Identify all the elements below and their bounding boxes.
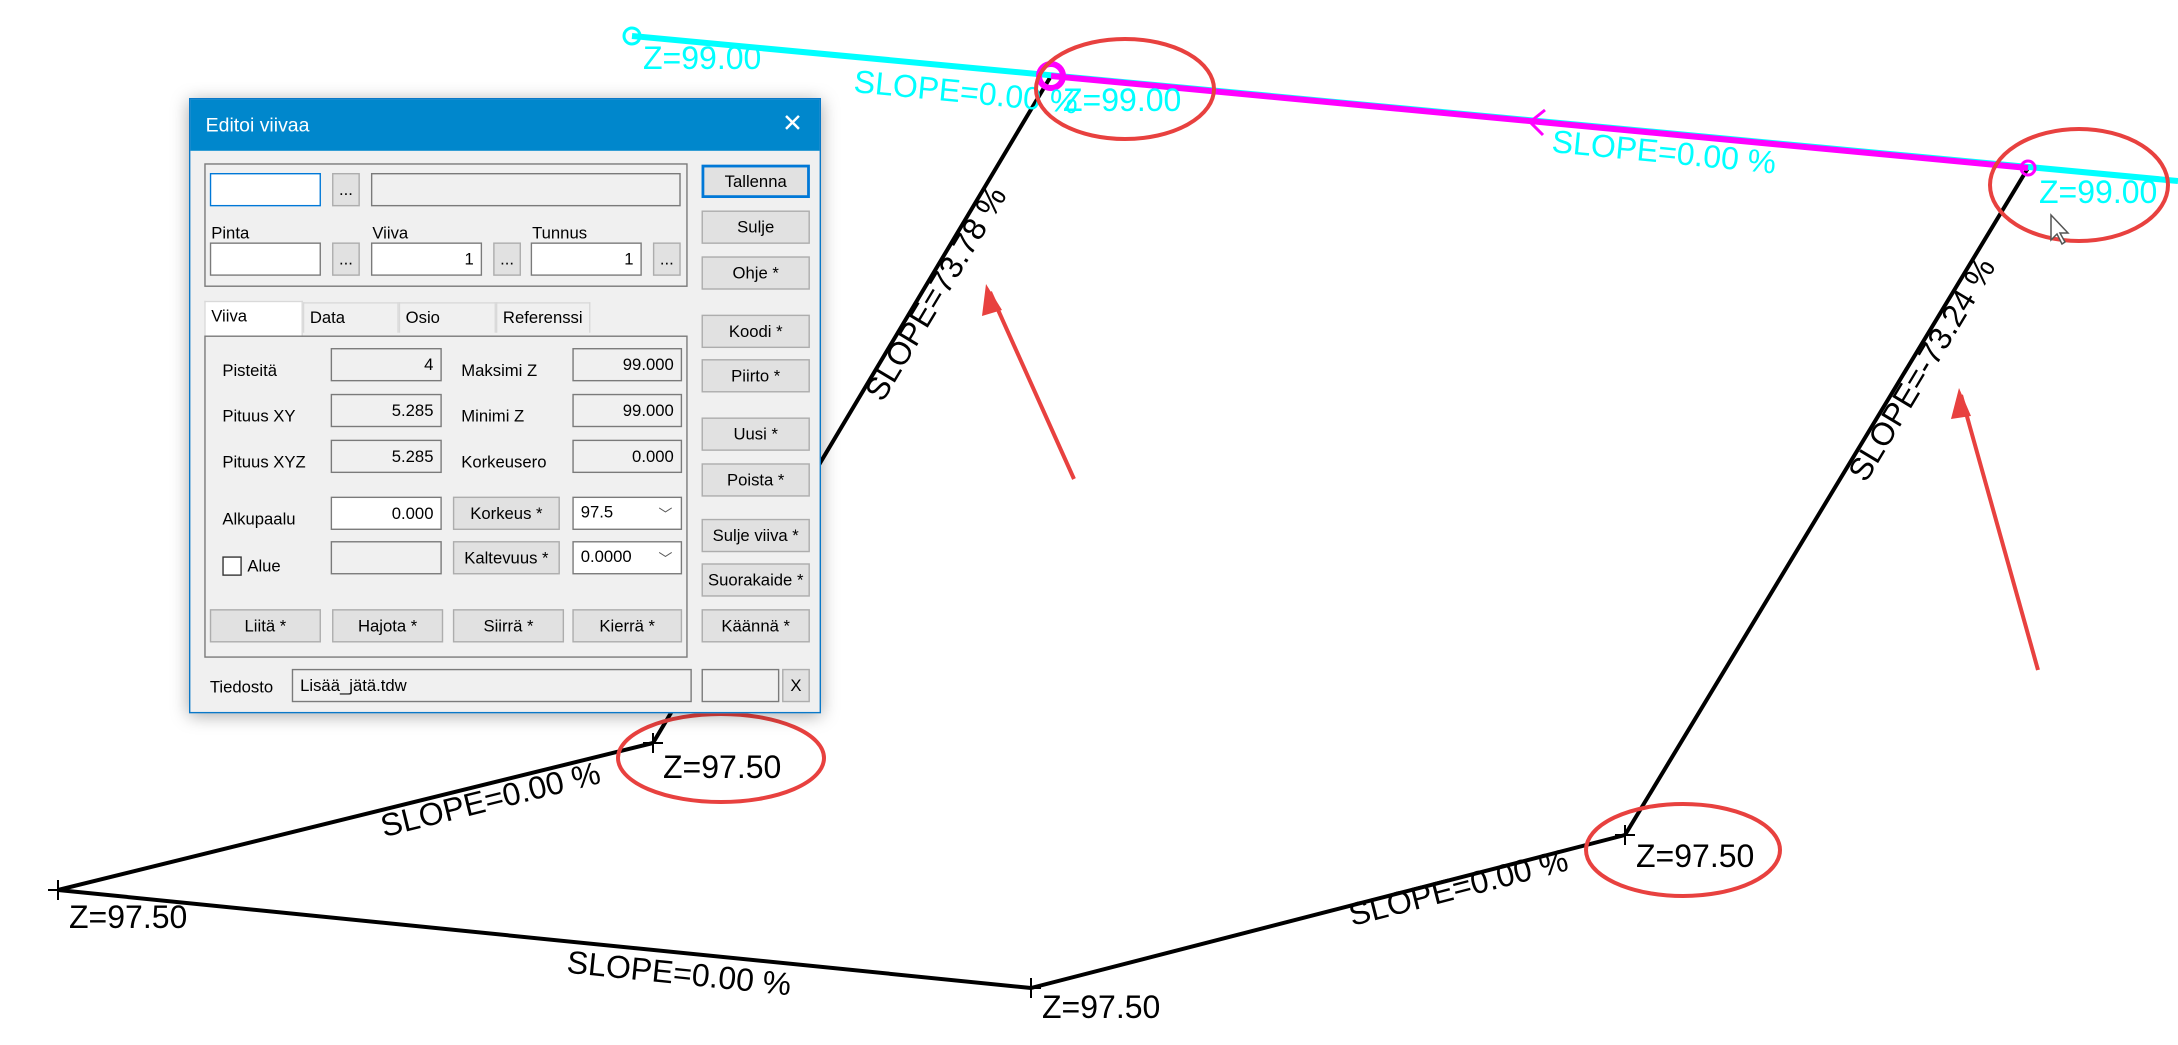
uusi-button[interactable]: Uusi * [701, 417, 810, 451]
code-input[interactable] [209, 173, 321, 207]
line-right-riser[interactable] [1623, 166, 2030, 837]
maksimi-z-label: Maksimi Z [461, 360, 538, 380]
minimi-z-label: Minimi Z [461, 406, 525, 426]
arrowhead-icon [1951, 388, 1971, 419]
pituus-xyz-value: 5.285 [330, 439, 442, 474]
korkeus-value: 97.5 [580, 502, 614, 522]
mouse-cursor-icon [2050, 213, 2070, 246]
chevron-down-icon: ﹀ [658, 507, 673, 524]
viiva-label: Viiva [372, 223, 409, 243]
selected-magenta-line[interactable] [1050, 73, 2029, 171]
alue-label: Alue [247, 556, 281, 576]
tab-data[interactable]: Data [302, 302, 399, 333]
z-label: Z=97.50 [69, 899, 187, 935]
line-bottom-1[interactable] [57, 741, 654, 892]
pituus-xy-value: 5.285 [330, 393, 442, 428]
tiedosto-field: Lisää_jätä.tdw [291, 668, 692, 703]
suorakaide-button[interactable]: Suorakaide * [701, 563, 810, 597]
title-bar[interactable]: Editoi viivaa ✕ [190, 99, 820, 151]
z-label: Z=99.00 [643, 40, 761, 76]
tunnus-label: Tunnus [532, 223, 588, 243]
siirra-button[interactable]: Siirrä * [452, 609, 565, 643]
maksimi-z-value: 99.000 [572, 348, 683, 382]
z-label: Z=97.50 [1042, 989, 1160, 1025]
magenta-vertex-end [2019, 159, 2037, 177]
direction-arrow-icon [1527, 108, 1546, 137]
pituus-xyz-label: Pituus XYZ [222, 452, 306, 472]
koodi-button[interactable]: Koodi * [701, 314, 810, 349]
kaltevuus-combo[interactable]: 0.0000 ﹀ [572, 541, 683, 575]
close-icon[interactable]: ✕ [781, 109, 803, 137]
tab-panel [204, 335, 688, 658]
slope-label: SLOPE=0.00 % [377, 755, 604, 844]
identity-group [204, 163, 688, 287]
korkeus-button[interactable]: Korkeus * [452, 496, 560, 530]
chevron-down-icon: ﹀ [658, 552, 673, 568]
clear-file-button[interactable]: X [782, 668, 810, 703]
korkeus-combo[interactable]: 97.5 ﹀ [572, 496, 683, 530]
kaltevuus-value: 0.0000 [580, 546, 632, 567]
tab-viiva[interactable]: Viiva [204, 300, 303, 336]
annotation-ellipse [1988, 127, 2170, 243]
z-label: Z=99.00 [2039, 174, 2157, 210]
alkupaalu-label: Alkupaalu [222, 509, 296, 529]
tiedosto-label: Tiedosto [209, 677, 274, 697]
minimi-z-value: 99.000 [572, 393, 683, 428]
browse-code-button[interactable]: ... [332, 173, 360, 207]
annotation-ellipse [1034, 37, 1216, 141]
kaltevuus-button[interactable]: Kaltevuus * [452, 541, 560, 575]
kaanna-button[interactable]: Käännä * [701, 609, 810, 643]
alue-checkbox[interactable] [222, 556, 242, 576]
alue-value [330, 541, 442, 575]
tallenna-button[interactable]: Tallenna [701, 164, 810, 199]
korkeusero-value: 0.000 [572, 439, 683, 474]
pinta-input[interactable] [209, 242, 321, 276]
pisteita-label: Pisteitä [222, 360, 278, 380]
z-label: Z=97.50 [1636, 838, 1754, 874]
browse-tunnus-button[interactable]: ... [652, 242, 681, 276]
alkupaalu-input[interactable]: 0.000 [330, 496, 442, 530]
hajota-button[interactable]: Hajota * [332, 609, 444, 643]
browse-pinta-button[interactable]: ... [332, 242, 360, 276]
dialog-title: Editoi viivaa [205, 113, 310, 136]
annotation-ellipse [616, 712, 826, 804]
piirto-button[interactable]: Piirto * [701, 359, 810, 393]
tunnus-input[interactable]: 1 [530, 242, 642, 276]
cyan-vertex-marker [622, 26, 642, 46]
tab-osio[interactable]: Osio [398, 302, 496, 333]
korkeusero-label: Korkeusero [461, 452, 547, 472]
slope-label: SLOPE=0.00 % [1345, 842, 1572, 933]
edit-line-dialog: Editoi viivaa ✕ ... Pinta Viiva Tunnus .… [189, 98, 821, 714]
annotation-arrow [988, 291, 1076, 480]
tab-referenssi[interactable]: Referenssi [495, 302, 591, 333]
kierra-button[interactable]: Kierrä * [572, 609, 683, 643]
pituus-xy-label: Pituus XY [222, 406, 296, 426]
line-bottom-2[interactable] [57, 888, 1032, 990]
poista-button[interactable]: Poista * [701, 463, 810, 497]
sulje-button[interactable]: Sulje [701, 210, 810, 244]
ohje-button[interactable]: Ohje * [701, 256, 810, 290]
z-label: Z=97.50 [663, 749, 781, 785]
tiedosto-extra-field [701, 668, 780, 703]
z-label: Z=99.00 [1063, 82, 1181, 118]
browse-viiva-button[interactable]: ... [493, 242, 521, 276]
code-description [370, 173, 681, 207]
pinta-label: Pinta [211, 223, 250, 243]
arrowhead-icon [982, 284, 1002, 316]
pisteita-value: 4 [330, 348, 442, 382]
liita-button[interactable]: Liitä * [209, 609, 321, 643]
annotation-ellipse [1584, 802, 1782, 898]
line-bottom-3[interactable] [1030, 833, 1626, 990]
sulje-viiva-button[interactable]: Sulje viiva * [701, 518, 810, 553]
annotation-arrow [1959, 394, 2040, 671]
viiva-input[interactable]: 1 [370, 242, 483, 276]
